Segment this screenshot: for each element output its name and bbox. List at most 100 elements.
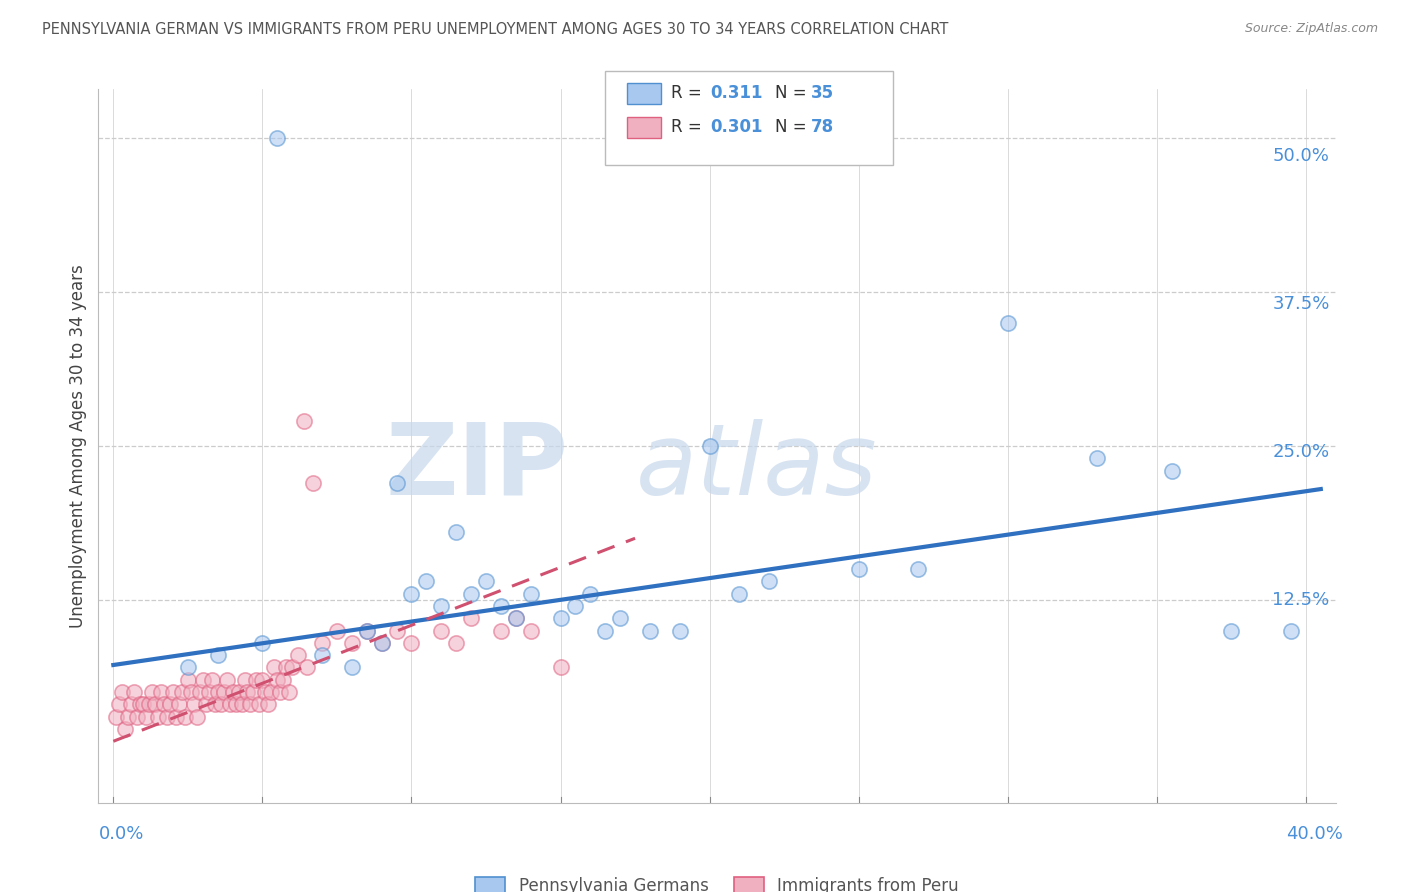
Point [1163,621,1185,635]
Point [330,657,353,671]
Point [374,621,396,635]
Point [316,681,339,695]
Point [252,704,274,718]
Point [243,657,266,671]
Point [453,574,475,588]
Point [201,692,224,706]
Point [1215,621,1237,635]
Point [571,609,593,624]
Point [249,692,271,706]
Point [571,657,593,671]
Point [887,562,910,576]
Point [598,585,620,599]
Point [240,704,263,718]
Point [217,704,239,718]
Point [253,681,276,695]
Point [277,668,299,682]
Point [294,668,316,682]
Point [585,598,607,612]
Point [183,692,205,706]
Point [194,692,217,706]
Point [413,632,436,647]
Point [235,692,257,706]
Point [479,526,502,541]
Y-axis label: Unemployment Among Ages 30 to 34 years: Unemployment Among Ages 30 to 34 years [69,268,87,632]
Point [298,692,321,706]
Text: 35: 35 [811,85,834,103]
Point [479,632,502,647]
Point [531,609,554,624]
Legend: Pennsylvania Germans, Immigrants from Peru: Pennsylvania Germans, Immigrants from Pe… [472,857,969,888]
Text: ZIP: ZIP [406,423,591,519]
Point [624,609,647,624]
Point [219,681,242,695]
Point [270,645,292,659]
Text: 0.0%: 0.0% [98,825,143,843]
Point [401,621,423,635]
Point [264,668,287,682]
Point [546,585,568,599]
Point [186,681,208,695]
Text: atlas: atlas [620,423,862,519]
Point [1045,455,1067,469]
Point [314,692,336,706]
Point [295,681,318,695]
Point [228,692,250,706]
Point [307,692,329,706]
Point [312,681,335,695]
Point [413,632,436,647]
Point [346,419,368,434]
Point [427,621,450,635]
Point [388,632,411,647]
Point [427,479,450,493]
Point [262,681,284,695]
Point [285,692,308,706]
Point [214,692,236,706]
Point [225,704,247,718]
Text: 0.301: 0.301 [710,119,762,136]
Point [335,657,357,671]
Text: N =: N = [775,85,811,103]
Point [322,147,344,161]
Text: PENNSYLVANIA GERMAN VS IMMIGRANTS FROM PERU UNEMPLOYMENT AMONG AGES 30 TO 34 YEA: PENNSYLVANIA GERMAN VS IMMIGRANTS FROM P… [42,22,949,37]
Point [353,479,375,493]
Point [340,645,363,659]
Point [322,668,344,682]
Point [309,668,332,682]
Point [270,681,292,695]
Text: R =: R = [671,119,707,136]
Point [243,668,266,682]
Point [361,645,384,659]
Point [188,715,211,730]
Text: 40.0%: 40.0% [1286,825,1343,843]
Point [401,621,423,635]
Point [231,681,253,695]
Point [212,681,235,695]
Point [288,681,311,695]
Text: 78: 78 [811,119,834,136]
Point [531,609,554,624]
Point [755,574,778,588]
Point [274,681,297,695]
Point [834,562,856,576]
Point [467,621,489,635]
Point [195,681,218,695]
Point [1109,467,1132,482]
Point [492,609,515,624]
Point [610,621,633,635]
Point [506,574,529,588]
Point [319,657,342,671]
Point [280,692,302,706]
Point [291,692,314,706]
Point [301,681,323,695]
Text: N =: N = [775,119,811,136]
Point [273,692,295,706]
Point [180,704,202,718]
Point [207,704,229,718]
Point [388,657,411,671]
Point [238,681,260,695]
Text: 0.311: 0.311 [710,85,762,103]
Text: R =: R = [671,85,707,103]
Point [467,598,489,612]
Point [349,657,371,671]
